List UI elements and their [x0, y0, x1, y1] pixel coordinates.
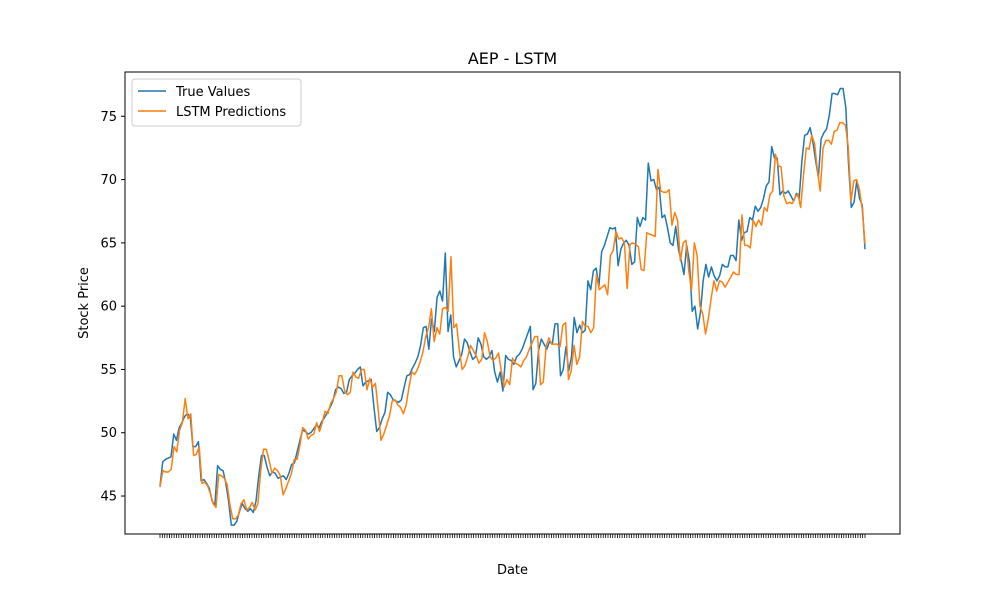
x-axis-label: Date [497, 563, 528, 578]
chart-title: AEP - LSTM [468, 49, 557, 68]
y-tick-label: 70 [100, 173, 117, 188]
y-tick-label: 55 [100, 363, 117, 378]
legend: True Values LSTM Predictions [131, 78, 302, 127]
y-tick-label: 60 [100, 300, 117, 315]
y-axis-label: Stock Price [77, 267, 92, 339]
y-tick-label: 50 [100, 426, 117, 441]
axes: 45 50 55 60 65 70 75 [100, 110, 866, 538]
legend-label-lstm-predictions: LSTM Predictions [176, 105, 286, 120]
legend-label-true-values: True Values [175, 85, 250, 100]
y-tick-label: 65 [100, 236, 117, 251]
y-tick-label: 75 [100, 110, 117, 125]
plot-area [159, 87, 866, 526]
legend-box [131, 78, 302, 127]
plot-frame [124, 71, 901, 535]
series-line-lstm-predictions [159, 121, 866, 520]
y-tick-label: 45 [100, 490, 117, 505]
